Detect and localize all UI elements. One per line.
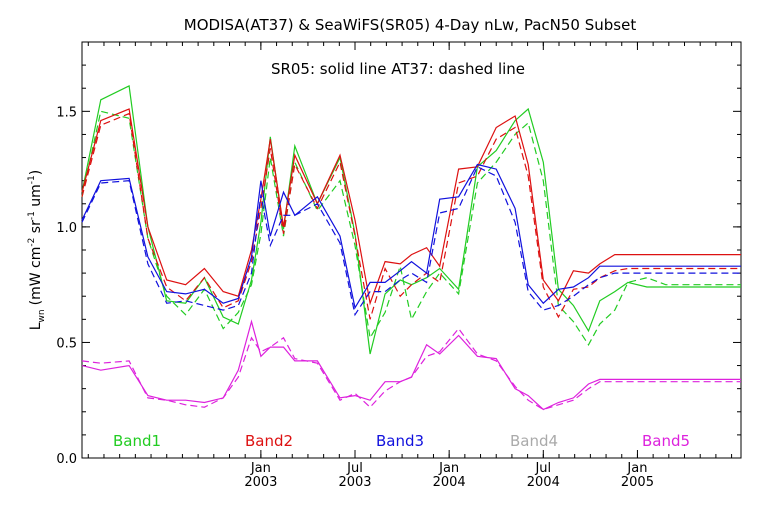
x-tick-year: 2004 [433,475,466,490]
legend-item-band5: Band5 [642,432,690,450]
legend-item-band1: Band1 [113,432,161,450]
series-line-5 [81,163,741,310]
series-line-2 [81,110,741,346]
line-style-note: SR05: solid line AT37: dashed line [271,60,525,78]
x-tick-month: Jan [438,461,459,476]
y-axis-label: Lwn(mW cm-2 sr-1 um-1) [27,170,47,331]
y-label-main: L [28,322,44,330]
y-label-sup-2: -1 [27,211,37,220]
y-label-sup-3: -1 [27,175,37,184]
series-line-6 [81,165,741,317]
y-label-close: ) [28,170,44,175]
y-tick-label: 0.0 [56,452,77,467]
series-line-8 [81,327,741,411]
chart-title: MODISA(AT37) & SeaWiFS(SR05) 4-Day nLw, … [184,16,637,34]
legend-item-band3: Band3 [376,432,424,450]
x-tick-month: Jan [626,461,647,476]
x-tick-month: Jul [534,461,551,476]
x-tick-year: 2005 [621,475,654,490]
series-line-4 [81,112,741,320]
series-line-7 [81,319,741,411]
y-label-sup-1: -2 [27,238,37,247]
y-tick-label: 0.5 [56,336,77,351]
y-label-units: (mW cm [28,247,44,306]
x-tick-month: Jan [250,461,271,476]
y-label-subscript: wn [37,309,47,322]
y-label-sr: sr [28,220,44,238]
x-tick-month: Jul [346,461,363,476]
y-tick-label: 1.5 [56,105,77,120]
x-tick-year: 2003 [244,475,277,490]
y-tick-label: 1.0 [56,221,77,236]
series-line-1 [81,84,741,355]
x-tick-year: 2003 [338,475,371,490]
series-line-3 [81,108,741,306]
legend-item-band2: Band2 [245,432,293,450]
series-group [81,84,741,411]
legend: Band1 Band2 Band3 Band4 Band5 [113,432,690,450]
legend-item-band4: Band4 [510,432,558,450]
y-label-um: um [28,184,44,211]
x-tick-year: 2004 [527,475,560,490]
